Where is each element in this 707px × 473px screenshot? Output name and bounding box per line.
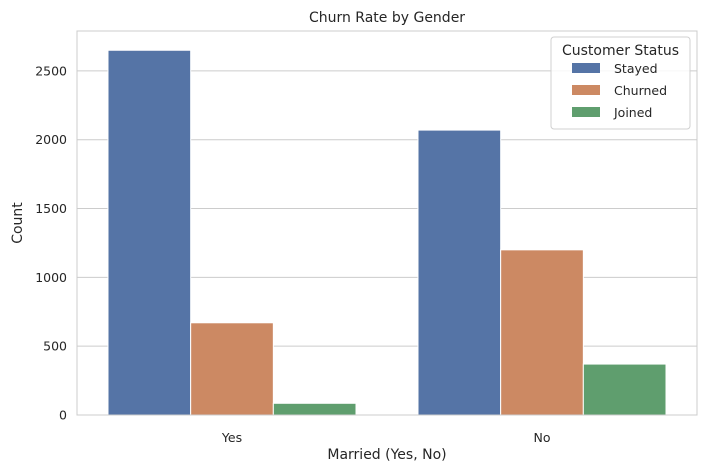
legend-swatch-stayed (572, 63, 600, 73)
y-tick-label: 500 (43, 339, 67, 354)
x-tick-labels: Yes No (221, 430, 551, 445)
bar-stayed-yes (107, 49, 192, 416)
y-tick-label: 2500 (35, 63, 67, 78)
y-tick-label: 1000 (35, 270, 67, 285)
legend-items: Stayed Churned Joined (572, 61, 667, 120)
chart-title: Churn Rate by Gender (309, 10, 465, 26)
bar-churned-no (500, 249, 584, 416)
legend-swatch-churned (572, 85, 600, 95)
y-tick-label: 1500 (35, 201, 67, 216)
legend-label-churned: Churned (614, 83, 667, 98)
legend: Customer Status Stayed Churned Joined (550, 36, 691, 130)
legend-label-joined: Joined (613, 105, 652, 120)
legend-label-stayed: Stayed (614, 61, 658, 76)
bar-joined-yes (272, 402, 357, 416)
bar-churned-yes (190, 322, 274, 416)
x-tick-label: No (534, 430, 551, 445)
y-axis-label: Count (10, 202, 26, 244)
bar-joined-no (582, 363, 667, 416)
y-tick-labels: 0 500 1000 1500 2000 2500 (35, 63, 67, 422)
plot-frame (76, 30, 698, 416)
legend-title: Customer Status (562, 43, 679, 59)
x-axis-label: Married (Yes, No) (327, 447, 446, 463)
y-tick-label: 2000 (35, 132, 67, 147)
y-tick-label: 0 (59, 408, 67, 423)
legend-box (550, 36, 691, 130)
x-tick-label: Yes (221, 430, 242, 445)
bar-stayed-no (417, 129, 502, 416)
bars (107, 49, 667, 416)
legend-swatch-joined (572, 107, 600, 117)
